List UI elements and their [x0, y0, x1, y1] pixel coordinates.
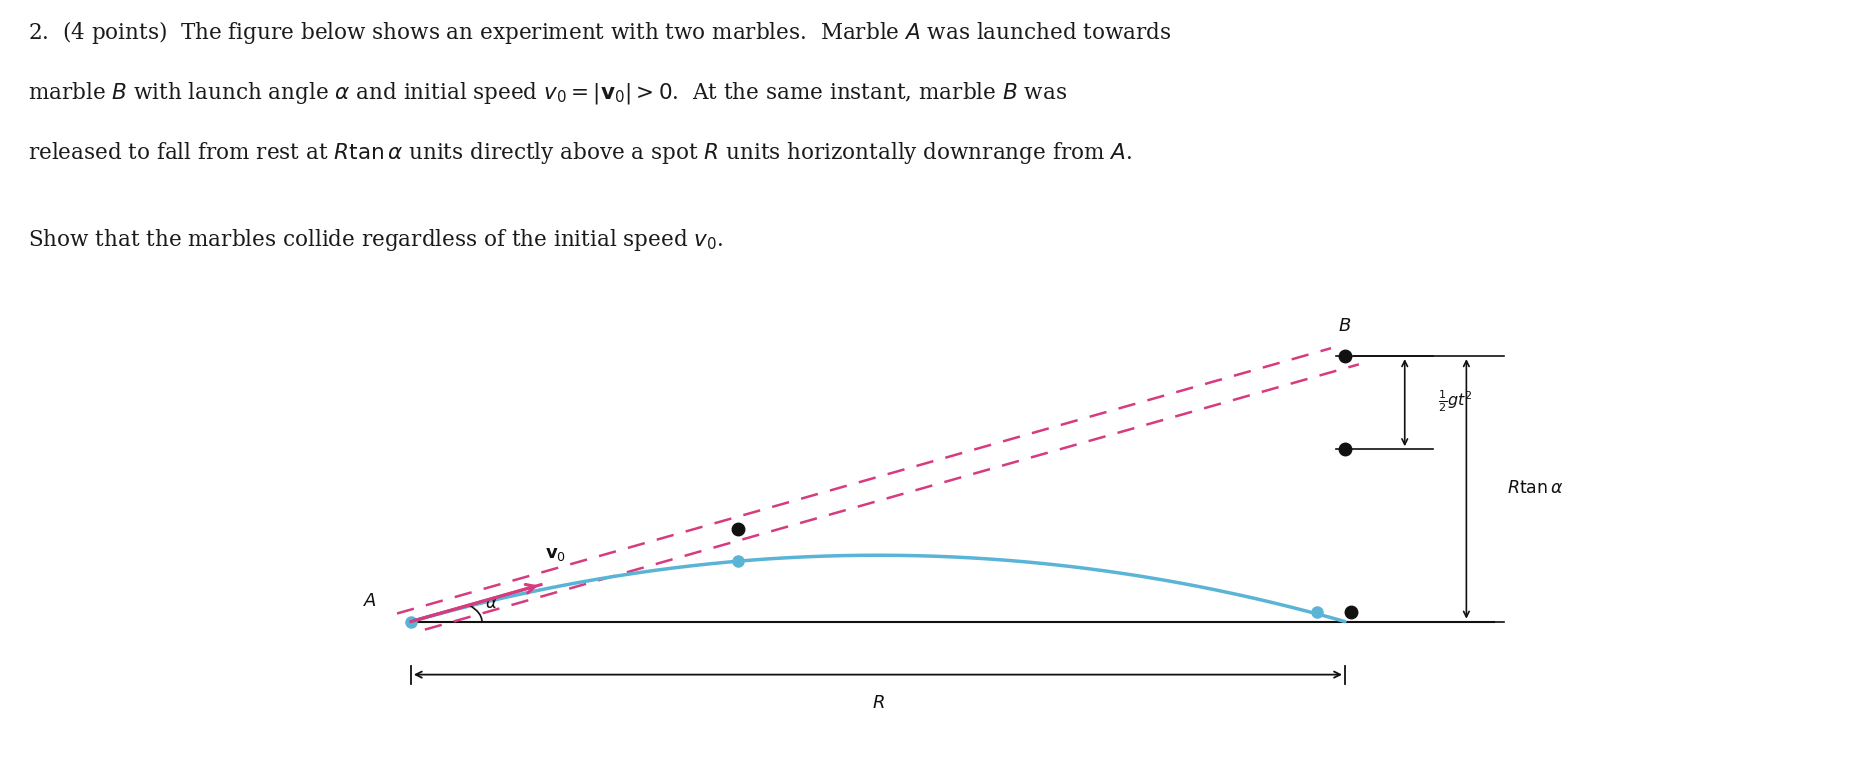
Text: Show that the marbles collide regardless of the initial speed $v_0$.: Show that the marbles collide regardless… — [28, 227, 723, 253]
Text: $\frac{1}{2}gt^2$: $\frac{1}{2}gt^2$ — [1438, 388, 1474, 414]
Text: $B$: $B$ — [1337, 317, 1352, 335]
Text: $A$: $A$ — [362, 592, 377, 610]
Text: released to fall from rest at $R\tan\alpha$ units directly above a spot $R$ unit: released to fall from rest at $R\tan\alp… — [28, 140, 1132, 166]
Text: $\mathbf{v}_0$: $\mathbf{v}_0$ — [545, 546, 566, 563]
Text: $\alpha$: $\alpha$ — [486, 596, 499, 612]
Text: $R$: $R$ — [872, 694, 884, 712]
Text: 2.  (4 points)  The figure below shows an experiment with two marbles.  Marble $: 2. (4 points) The figure below shows an … — [28, 19, 1171, 46]
Text: marble $B$ with launch angle $\alpha$ and initial speed $v_0 = |\mathbf{v}_0| > : marble $B$ with launch angle $\alpha$ an… — [28, 80, 1067, 105]
Text: $R\tan\alpha$: $R\tan\alpha$ — [1507, 481, 1564, 497]
